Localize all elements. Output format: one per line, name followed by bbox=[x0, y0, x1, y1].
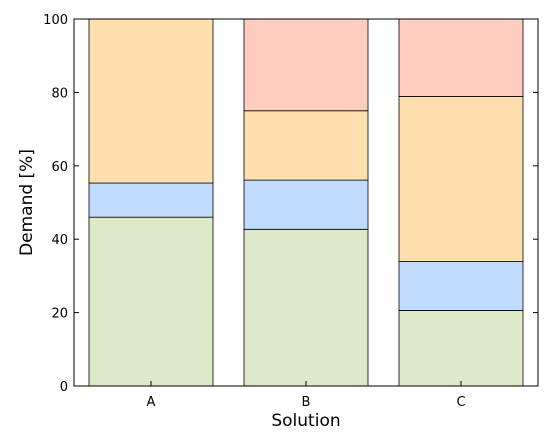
bar-segment-a-3 bbox=[88, 18, 214, 184]
bar-segment-b-3 bbox=[243, 110, 369, 181]
y-tick-label: 40 bbox=[51, 233, 68, 248]
bar-segment-c-3 bbox=[398, 96, 524, 262]
y-axis-ticks: 0 20 40 60 80 100 bbox=[43, 13, 538, 395]
y-tick-label: 80 bbox=[51, 86, 68, 101]
y-tick-label: 100 bbox=[43, 13, 68, 28]
y-tick-label: 20 bbox=[51, 307, 68, 322]
y-axis-label: Demand [%] bbox=[17, 149, 37, 256]
bar-segment-a-2 bbox=[88, 182, 214, 218]
y-tick-label: 60 bbox=[51, 160, 68, 175]
bar-segment-c-2 bbox=[398, 261, 524, 311]
bar-segment-c-4 bbox=[398, 18, 524, 97]
x-tick-label-a: A bbox=[147, 395, 156, 410]
x-axis-ticks: A B C bbox=[147, 381, 466, 410]
bar-segment-b-1 bbox=[243, 228, 369, 387]
bar-segment-a-1 bbox=[88, 216, 214, 387]
bar-segment-b-4 bbox=[243, 18, 369, 112]
x-tick-label-b: B bbox=[302, 395, 311, 410]
bar-segment-b-2 bbox=[243, 179, 369, 230]
x-tick-label-c: C bbox=[456, 395, 465, 410]
bars-layer bbox=[88, 18, 524, 387]
x-axis-label: Solution bbox=[271, 411, 340, 431]
bar-segment-c-1 bbox=[398, 309, 524, 387]
y-tick-label: 0 bbox=[60, 380, 68, 395]
